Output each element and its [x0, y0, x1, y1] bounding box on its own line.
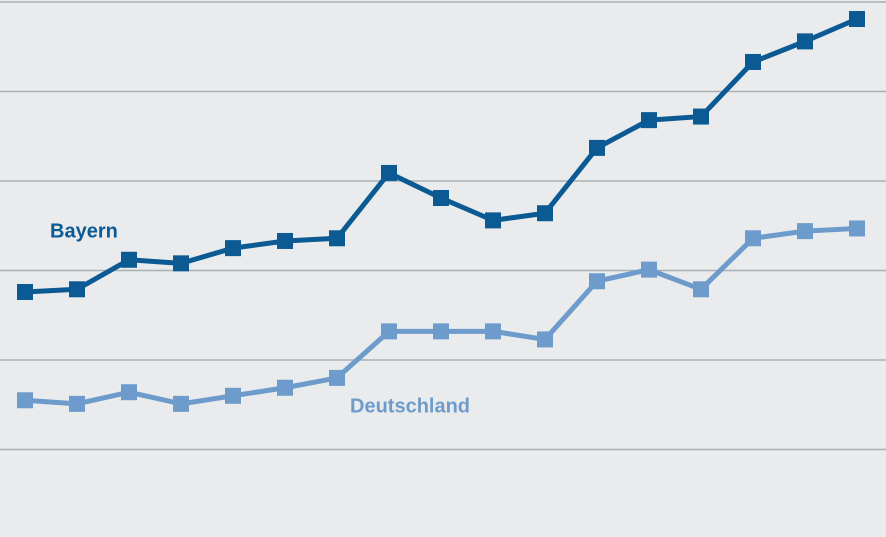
lines — [17, 11, 865, 412]
marker — [745, 53, 761, 70]
marker — [277, 379, 293, 396]
grid — [0, 1, 886, 451]
marker — [849, 220, 865, 237]
marker — [173, 395, 189, 412]
marker — [589, 273, 605, 290]
marker — [745, 230, 761, 247]
marker — [693, 281, 709, 298]
marker — [537, 331, 553, 348]
marker — [797, 223, 813, 240]
marker — [381, 323, 397, 340]
series-line — [24, 16, 858, 295]
marker — [329, 230, 345, 247]
marker — [69, 395, 85, 412]
series-label: Deutschland — [350, 395, 470, 417]
marker — [381, 164, 397, 181]
marker — [329, 369, 345, 386]
marker — [173, 255, 189, 272]
marker — [485, 323, 501, 340]
marker — [225, 387, 241, 404]
marker — [641, 261, 657, 278]
marker — [277, 232, 293, 249]
marker — [433, 190, 449, 207]
marker — [225, 240, 241, 257]
marker — [17, 392, 33, 409]
marker — [121, 251, 137, 268]
marker — [69, 281, 85, 298]
marker — [797, 33, 813, 50]
marker — [849, 11, 865, 28]
marker — [17, 283, 33, 300]
series-label: Bayern — [50, 220, 118, 242]
marker — [589, 139, 605, 156]
marker — [641, 112, 657, 129]
marker — [485, 212, 501, 229]
marker — [537, 205, 553, 222]
marker — [693, 108, 709, 125]
marker — [433, 323, 449, 340]
marker — [121, 384, 137, 401]
series-line — [24, 225, 858, 407]
